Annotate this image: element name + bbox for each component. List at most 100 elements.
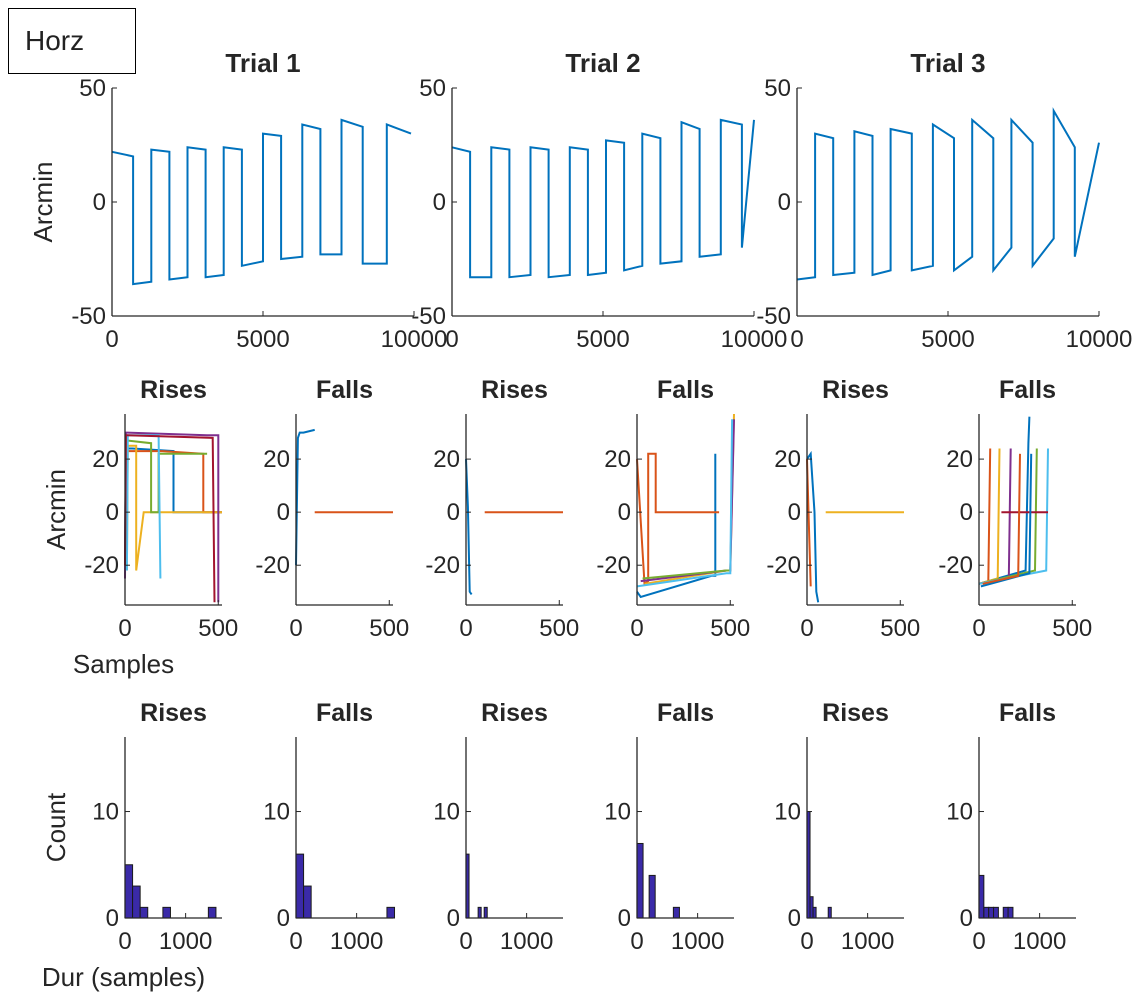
histogram-bar [132,885,141,919]
chart-panel-14: Rises 0 1000 10 0 [774,699,904,955]
histogram-bar [303,885,312,919]
chart-title: Trial 1 [225,48,300,78]
y-tick-label: 50 [79,75,106,102]
histogram-bar [993,906,999,919]
x-tick-label: 0 [800,615,813,642]
series-line-3 [644,413,735,585]
y-tick-label: 0 [960,499,973,526]
x-tick-label: 10000 [1066,326,1133,353]
histogram-bar [636,842,644,919]
chart-title: Rises [481,699,548,727]
figure-label-text: Horz [25,25,85,56]
y-tick-label: 0 [618,905,631,932]
chart-title: Falls [316,376,373,404]
series-line-6 [636,419,734,588]
y-tick-label: 10 [946,799,973,826]
histogram-bar [477,906,482,919]
chart-title: Falls [657,376,714,404]
chart-title: Falls [316,699,373,727]
chart-title: Falls [999,699,1056,727]
chart-title: Trial 2 [565,48,640,78]
y-tick-label: 10 [433,799,460,826]
chart-title: Falls [999,376,1056,404]
series-line-1 [806,450,820,603]
y-tick-label: -20 [255,552,290,579]
x-tick-label: 0 [790,326,803,353]
x-tick-label: 0 [459,928,472,955]
series-line-1 [465,459,473,595]
chart-panel-4: Rises 0 500 20 0 -20 Arcmin Samples [41,376,238,679]
y-tick-label: 10 [604,799,631,826]
series-line-2 [978,448,992,585]
histogram-bar [483,906,488,919]
histogram-bar [983,906,990,919]
histogram-bar [1002,906,1009,919]
x-axis-label: Dur (samples) [42,962,205,992]
series-line-2 [636,452,720,586]
chart-panel-11: Falls 0 1000 10 0 [263,699,396,955]
histogram-bar [978,874,985,919]
chart-panel-15: Falls 0 1000 10 0 [946,699,1076,955]
chart-title: Rises [822,376,889,404]
chart-title: Rises [822,699,889,727]
histogram-bar [827,906,832,919]
chart-panel-12: Rises 0 1000 10 0 [433,699,563,955]
x-tick-label: 500 [1052,615,1092,642]
histogram-bar [386,906,396,919]
x-tick-label: 0 [445,326,458,353]
histogram-bar [672,906,680,919]
series-line-1 [978,416,1031,585]
x-tick-label: 0 [289,928,302,955]
series-line-1 [295,428,315,566]
chart-title: Falls [657,699,714,727]
x-tick-label: 5000 [921,326,974,353]
y-tick-label: -50 [71,303,106,330]
chart-title: Rises [140,699,207,727]
y-tick-label: 0 [778,189,791,216]
y-tick-label: 10 [774,799,801,826]
series-line-6 [125,434,162,579]
x-tick-label: 0 [459,615,472,642]
series-line-5 [642,569,731,580]
series-line-4 [124,431,220,603]
y-tick-label: 20 [774,446,801,473]
x-tick-label: 1000 [500,928,553,955]
y-tick-label: 50 [764,75,791,102]
x-tick-label: 0 [800,928,813,955]
y-tick-label: 0 [277,905,290,932]
chart-panel-10: Rises 0 1000 10 0 Count Dur (samples) [41,699,222,992]
series-line-1 [451,118,755,279]
series-line-1 [796,107,1100,281]
x-tick-label: 0 [105,326,118,353]
histogram-bar [207,906,217,919]
x-axis-label: Samples [73,649,174,679]
x-tick-label: 500 [198,615,238,642]
y-tick-label: -20 [425,552,460,579]
y-tick-label: 0 [960,905,973,932]
chart-panel-13: Falls 0 1000 10 0 [604,699,734,955]
chart-panel-6: Rises 0 500 20 0 -20 [425,376,579,642]
y-axis-label: Arcmin [41,469,71,550]
series-line-8 [980,453,1033,588]
histogram-bar [988,906,995,919]
y-tick-label: 20 [433,446,460,473]
y-tick-label: 20 [946,446,973,473]
y-axis-label: Arcmin [28,162,58,243]
x-tick-label: 1000 [841,928,894,955]
histogram-bar [139,906,149,919]
series-line-4 [640,419,735,583]
y-tick-label: 0 [788,499,801,526]
y-tick-label: 0 [106,499,119,526]
histogram-bar [295,853,305,919]
x-tick-label: 0 [972,928,985,955]
histogram-bar [162,906,171,919]
x-tick-label: 10000 [721,326,788,353]
x-tick-label: 0 [630,615,643,642]
x-tick-label: 1000 [671,928,724,955]
y-tick-label: -20 [596,552,631,579]
chart-panel-8: Rises 0 500 20 0 -20 [766,376,920,642]
x-tick-label: 1000 [159,928,212,955]
y-axis-label: Count [41,792,71,862]
